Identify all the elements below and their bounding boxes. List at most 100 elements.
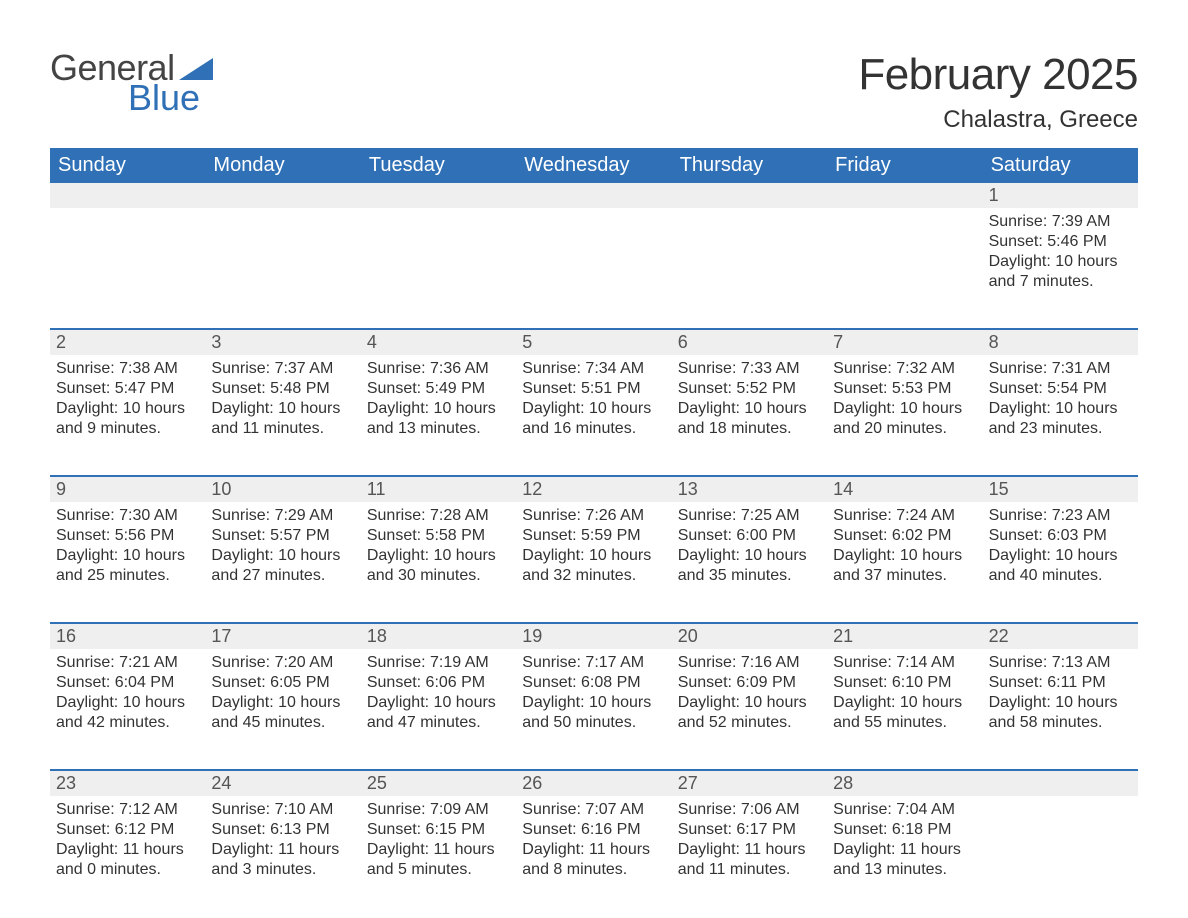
daylight-text: Daylight: 10 hours and 37 minutes. [833,546,976,586]
month-title: February 2025 [858,50,1138,100]
daylight-text: Daylight: 10 hours and 7 minutes. [989,252,1132,292]
sunset-text: Sunset: 6:02 PM [833,526,976,546]
daylight-text: Daylight: 10 hours and 30 minutes. [367,546,510,586]
day-number [50,183,205,208]
daylight-text: Daylight: 10 hours and 58 minutes. [989,693,1132,733]
day-number: 2 [50,330,205,355]
day-cell: Sunrise: 7:25 AMSunset: 6:00 PMDaylight:… [672,502,827,602]
location-label: Chalastra, Greece [858,106,1138,134]
sunrise-text: Sunrise: 7:20 AM [211,653,354,673]
day-cell [983,796,1138,896]
day-cell: Sunrise: 7:07 AMSunset: 6:16 PMDaylight:… [516,796,671,896]
sunset-text: Sunset: 6:17 PM [678,820,821,840]
daylight-text: Daylight: 10 hours and 55 minutes. [833,693,976,733]
sunset-text: Sunset: 5:51 PM [522,379,665,399]
sunrise-text: Sunrise: 7:12 AM [56,800,199,820]
week-row: 232425262728Sunrise: 7:12 AMSunset: 6:12… [50,769,1138,896]
day-number-strip: 232425262728 [50,771,1138,796]
daylight-text: Daylight: 10 hours and 23 minutes. [989,399,1132,439]
day-number: 27 [672,771,827,796]
sunrise-text: Sunrise: 7:07 AM [522,800,665,820]
day-cell: Sunrise: 7:20 AMSunset: 6:05 PMDaylight:… [205,649,360,749]
day-number [205,183,360,208]
day-cell: Sunrise: 7:09 AMSunset: 6:15 PMDaylight:… [361,796,516,896]
sunset-text: Sunset: 6:11 PM [989,673,1132,693]
day-cell: Sunrise: 7:24 AMSunset: 6:02 PMDaylight:… [827,502,982,602]
day-cell [516,208,671,308]
daylight-text: Daylight: 11 hours and 8 minutes. [522,840,665,880]
day-cell: Sunrise: 7:36 AMSunset: 5:49 PMDaylight:… [361,355,516,455]
day-number: 17 [205,624,360,649]
sunrise-text: Sunrise: 7:17 AM [522,653,665,673]
day-number: 13 [672,477,827,502]
sunset-text: Sunset: 6:16 PM [522,820,665,840]
day-content-row: Sunrise: 7:38 AMSunset: 5:47 PM Daylight:… [50,355,1138,455]
daylight-text: Daylight: 10 hours and 18 minutes. [678,399,821,439]
daylight-text: Daylight: 11 hours and 3 minutes. [211,840,354,880]
sunrise-text: Sunrise: 7:37 AM [211,359,354,379]
logo-text-blue: Blue [128,80,213,116]
sunset-text: Sunset: 5:56 PM [56,526,199,546]
title-block: February 2025 Chalastra, Greece [858,50,1138,134]
sunset-text: Sunset: 5:47 PM [56,379,199,399]
day-cell [205,208,360,308]
day-number: 11 [361,477,516,502]
day-number [983,771,1138,796]
sunrise-text: Sunrise: 7:10 AM [211,800,354,820]
sunrise-text: Sunrise: 7:06 AM [678,800,821,820]
sunset-text: Sunset: 5:48 PM [211,379,354,399]
sunrise-text: Sunrise: 7:34 AM [522,359,665,379]
sunset-text: Sunset: 6:06 PM [367,673,510,693]
sunrise-text: Sunrise: 7:29 AM [211,506,354,526]
sunset-text: Sunset: 5:57 PM [211,526,354,546]
sunrise-text: Sunrise: 7:04 AM [833,800,976,820]
day-cell: Sunrise: 7:16 AMSunset: 6:09 PMDaylight:… [672,649,827,749]
day-number: 5 [516,330,671,355]
day-cell: Sunrise: 7:28 AMSunset: 5:58 PMDaylight:… [361,502,516,602]
daylight-text: Daylight: 10 hours and 45 minutes. [211,693,354,733]
sunset-text: Sunset: 6:10 PM [833,673,976,693]
daylight-text: Daylight: 11 hours and 0 minutes. [56,840,199,880]
day-number: 1 [983,183,1138,208]
week-row: 9101112131415Sunrise: 7:30 AMSunset: 5:5… [50,475,1138,602]
sunrise-text: Sunrise: 7:38 AM [56,359,199,379]
day-cell: Sunrise: 7:32 AMSunset: 5:53 PMDaylight:… [827,355,982,455]
day-number: 25 [361,771,516,796]
weeks-container: 1Sunrise: 7:39 AMSunset: 5:46 PMDaylight… [50,183,1138,896]
daylight-text: Daylight: 10 hours and 20 minutes. [833,399,976,439]
day-content-row: Sunrise: 7:21 AMSunset: 6:04 PMDaylight:… [50,649,1138,749]
day-number-strip: 16171819202122 [50,624,1138,649]
day-cell: Sunrise: 7:26 AMSunset: 5:59 PMDaylight:… [516,502,671,602]
week-row: 2345678 Sunrise: 7:38 AMSunset: 5:47 PM Da… [50,328,1138,455]
daylight-text: Daylight: 10 hours and 52 minutes. [678,693,821,733]
sunset-text: Sunset: 6:18 PM [833,820,976,840]
sunrise-text: Sunrise: 7:31 AM [989,359,1132,379]
dow-thursday: Thursday [672,148,827,183]
day-cell: Sunrise: 7:14 AMSunset: 6:10 PMDaylight:… [827,649,982,749]
sunset-text: Sunset: 5:46 PM [989,232,1132,252]
day-number: 6 [672,330,827,355]
day-number [361,183,516,208]
day-number-strip: 2345678 [50,330,1138,355]
day-number: 18 [361,624,516,649]
day-number: 24 [205,771,360,796]
daylight-text: Daylight: 10 hours and 13 minutes. [367,399,510,439]
page: General Blue February 2025 Chalastra, Gr… [0,0,1188,918]
day-cell: Sunrise: 7:19 AMSunset: 6:06 PMDaylight:… [361,649,516,749]
day-content-row: Sunrise: 7:39 AMSunset: 5:46 PMDaylight:… [50,208,1138,308]
day-cell: Sunrise: 7:37 AMSunset: 5:48 PMDaylight:… [205,355,360,455]
sunrise-text: Sunrise: 7:28 AM [367,506,510,526]
day-number: 15 [983,477,1138,502]
day-number: 7 [827,330,982,355]
daylight-text: Daylight: 10 hours and 16 minutes. [522,399,665,439]
day-number: 28 [827,771,982,796]
day-number: 20 [672,624,827,649]
daylight-text: Daylight: 10 hours and 50 minutes. [522,693,665,733]
daylight-text: Daylight: 10 hours and 47 minutes. [367,693,510,733]
day-cell: Sunrise: 7:39 AMSunset: 5:46 PMDaylight:… [983,208,1138,308]
dow-monday: Monday [205,148,360,183]
day-number: 14 [827,477,982,502]
sunset-text: Sunset: 6:08 PM [522,673,665,693]
week-row: 1Sunrise: 7:39 AMSunset: 5:46 PMDaylight… [50,183,1138,308]
day-content-row: Sunrise: 7:30 AMSunset: 5:56 PMDaylight:… [50,502,1138,602]
